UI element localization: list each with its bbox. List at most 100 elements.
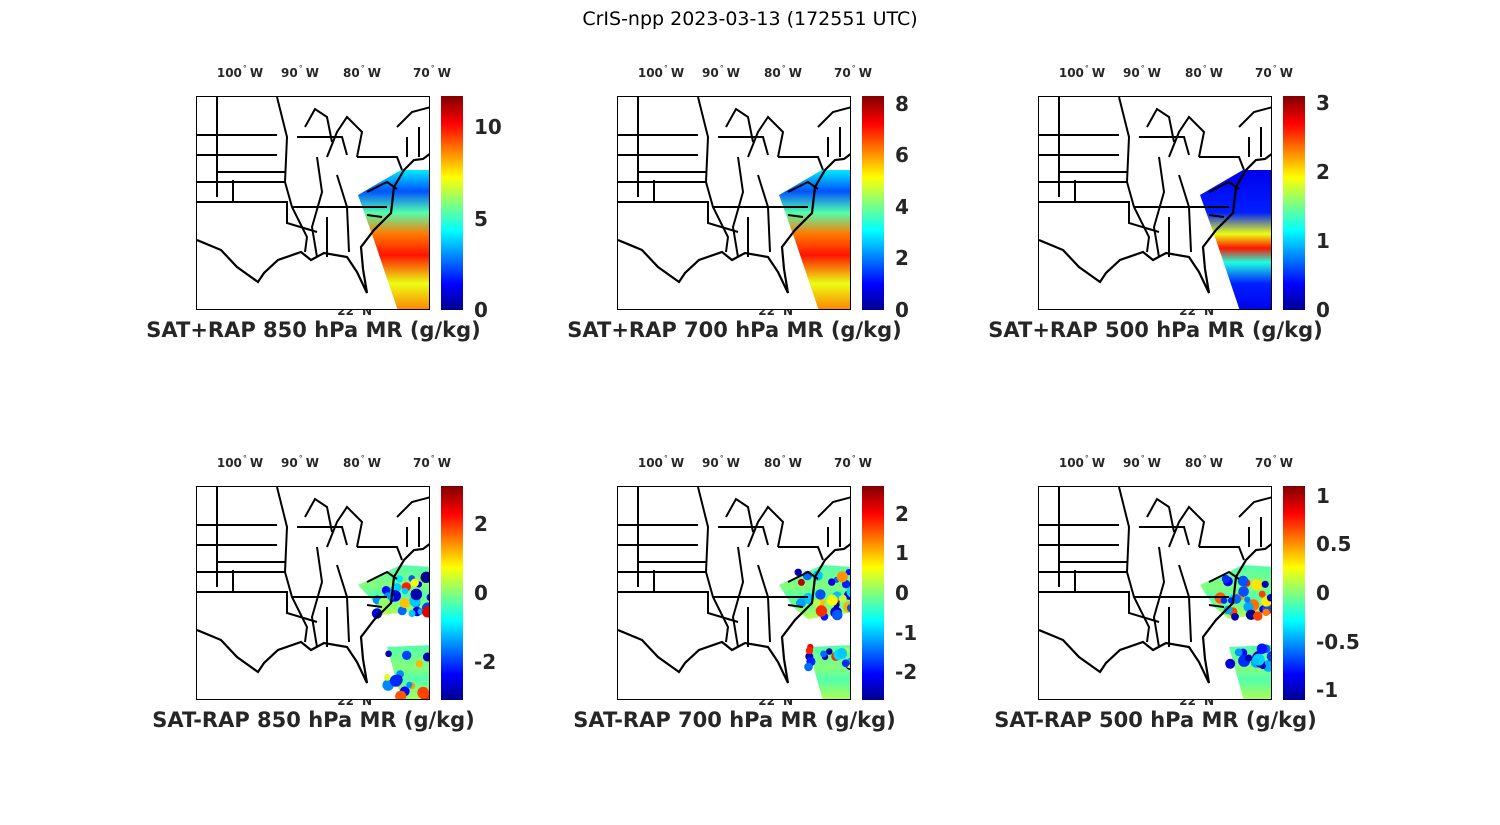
state-boundary [336,564,348,598]
observation-point [385,650,392,658]
lon-tick-label-value: 100 [1058,66,1084,80]
state-boundary [357,156,403,171]
observation-point [420,571,429,583]
lat-tick-label-hemisphere: N [361,304,372,318]
observation-point [1258,590,1266,598]
map-panel: 100°W90°W80°W70°W48°N46°N44°N42°N40°N38°… [573,454,1037,786]
observation-point [401,587,409,595]
lon-tick-label-value: 80 [1185,66,1202,80]
state-boundary [1238,106,1271,128]
state-boundary [1152,156,1166,258]
observation-point [794,568,802,576]
observation-point [1251,579,1263,591]
degree-symbol: ° [781,64,786,73]
degree-symbol: ° [1272,454,1277,463]
lon-tick-label-value: 80 [764,456,781,470]
state-boundary [1199,546,1245,561]
lon-tick-label-value: 90 [1123,66,1140,80]
degree-symbol: ° [298,64,303,73]
lon-tick-label: 100° W [1059,64,1105,80]
state-boundary [366,180,398,193]
lon-tick-label-value: 80 [343,456,360,470]
lon-tick-label-value: 90 [281,456,298,470]
observation-point [389,674,402,687]
panel-title: SAT-RAP 500 hPa MR (g/kg) [994,708,1317,732]
state-boundary [276,97,309,253]
observation-point [395,575,404,583]
map-canvas [197,97,429,309]
observation-point [836,648,848,659]
lon-tick-label: 80° W [343,454,381,470]
observation-point [384,673,391,681]
lon-tick-label: 100° W [217,454,263,470]
degree-symbol: ° [360,64,365,73]
state-boundary [757,174,769,208]
lon-tick-label: 70° W [1255,64,1293,80]
lon-tick-label-value: 70 [413,456,430,470]
degree-symbol: ° [1140,64,1145,73]
colorbar-tick-label: 2 [895,501,909,526]
lon-tick-label-value: 80 [1185,456,1202,470]
lon-tick-label-value: 100 [637,456,663,470]
lon-tick-label-hemisphere: W [788,456,802,470]
map-panel: 100°W90°W80°W70°W48°N46°N44°N42°N40°N38°… [994,454,1458,786]
map-panel: 100°W90°W80°W70°W48°N46°N44°N42°N40°N38°… [152,454,616,786]
state-boundary [731,546,745,648]
lon-tick-label: 90° W [281,454,319,470]
lon-tick-label: 70° W [413,64,451,80]
lon-tick-label-hemisphere: W [437,456,451,470]
observation-point [846,586,850,598]
degree-symbol: ° [851,64,856,73]
lon-tick-label-value: 70 [1255,456,1272,470]
lat-tick-label-hemisphere: N [782,694,793,708]
map-axes [1038,96,1272,310]
state-boundary [1188,596,1192,643]
state-boundary [1208,214,1225,218]
state-boundary [297,136,348,156]
state-boundary [778,546,824,561]
lon-tick-label: 90° W [702,64,740,80]
degree-symbol: ° [1202,454,1207,463]
colorbar-tick-label: 2 [474,511,488,536]
state-boundary [276,487,309,643]
state-boundary [1168,115,1206,158]
state-boundary [1152,546,1166,648]
state-boundary [697,487,730,643]
coastline [1039,543,1271,684]
state-boundary [1238,496,1271,518]
colorbar [1283,486,1305,700]
state-boundary [718,136,769,156]
state-boundary [1146,497,1175,533]
observation-point [1243,601,1254,612]
lon-tick-label-value: 100 [216,66,242,80]
lon-tick-label-value: 90 [281,66,298,80]
colorbar-tick-label: 10 [474,115,502,140]
degree-symbol: ° [1084,64,1089,73]
lon-tick-label-hemisphere: W [1209,456,1223,470]
map-canvas [1039,487,1271,699]
observation-point [826,594,838,606]
lon-tick-label: 90° W [281,64,319,80]
observation-point [402,650,412,660]
lon-tick-label: 90° W [1123,64,1161,80]
colorbar-tick-label: 0 [474,581,488,605]
lon-tick-label-hemisphere: W [1279,66,1293,80]
lat-tick-label-hemisphere: N [782,304,793,318]
state-boundary [310,546,324,648]
satellite-swath [779,170,850,309]
state-boundary [1118,487,1151,643]
lon-tick-label-hemisphere: W [788,66,802,80]
degree-symbol: ° [1202,64,1207,73]
state-boundary [1139,136,1190,156]
lon-tick-label-hemisphere: W [367,66,381,80]
state-boundary [817,496,850,518]
state-boundary [304,497,333,533]
colorbar-tick-label: 0 [895,298,909,322]
observation-point [812,598,821,607]
colorbar-tick-label: 2 [895,246,909,271]
map-panel: 100°W90°W80°W70°W48°N46°N44°N42°N40°N38°… [146,64,616,396]
state-boundary [817,106,850,128]
colorbar-tick-label: -1 [1316,678,1339,703]
panel-title: SAT+RAP 850 hPa MR (g/kg) [146,318,481,342]
lon-tick-label-value: 70 [1255,66,1272,80]
